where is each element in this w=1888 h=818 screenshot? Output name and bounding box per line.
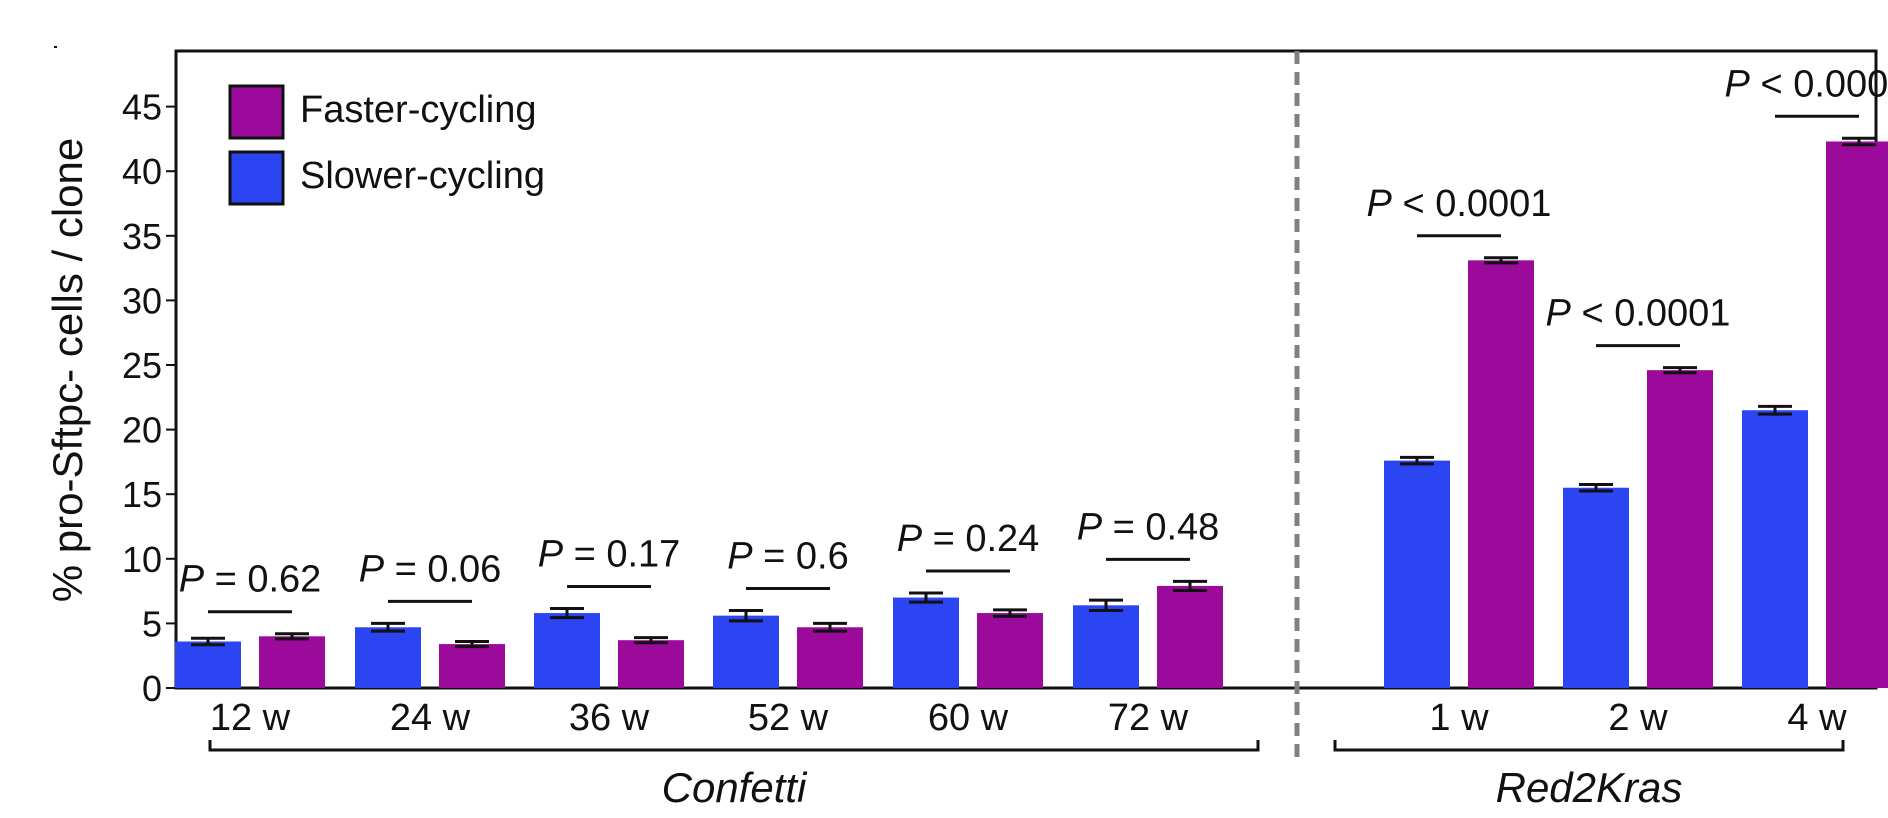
x-axis-labels: 12 w 24 w 36 w 52 w 60 w 72 w 1 w 2 w 4 w (210, 697, 1847, 739)
p-symbol: P (359, 548, 385, 590)
x-tick-label: 60 w (928, 697, 1009, 739)
p-value-text: < 0.0001 (1750, 63, 1888, 105)
bar-faster-cycling (259, 636, 325, 688)
x-tick-label: 1 w (1429, 697, 1489, 739)
bar-faster-cycling (618, 640, 684, 688)
p-value-text: = 0.62 (204, 559, 321, 601)
bar-faster-cycling (1157, 585, 1223, 688)
p-value-text: = 0.06 (384, 548, 501, 590)
y-tick-label: 5 (142, 603, 162, 644)
x-tick-label: 52 w (748, 697, 829, 739)
p-value-label: P < 0.0001 (1367, 183, 1552, 225)
bar-faster-cycling (1647, 370, 1713, 688)
p-value-label: P = 0.62 (179, 559, 322, 601)
p-value-label: P = 0.17 (538, 534, 681, 576)
bar-slower-cycling (355, 627, 421, 688)
y-tick-label: 20 (122, 410, 162, 451)
legend-label-slower-cycling: Slower-cycling (300, 155, 545, 197)
bar-faster-cycling (1468, 260, 1534, 688)
y-axis-ticks: 0 5 10 15 20 25 30 35 40 45 (122, 87, 176, 709)
bar-faster-cycling (977, 613, 1043, 688)
x-tick-label: 72 w (1108, 697, 1189, 739)
p-symbol: P (1725, 63, 1751, 105)
p-symbol: P (1367, 183, 1393, 225)
group-bracket (1333, 740, 1845, 752)
group-bracket (208, 740, 1260, 752)
bars-layer (175, 136, 1888, 688)
p-value-text: < 0.0001 (1571, 293, 1731, 335)
y-tick-label: 15 (122, 474, 162, 515)
p-value-text: = 0.6 (753, 535, 849, 577)
legend-swatch-faster-cycling (228, 84, 285, 140)
bar-slower-cycling (534, 613, 600, 688)
x-tick-label: 12 w (210, 697, 291, 739)
legend-label-faster-cycling: Faster-cycling (300, 89, 537, 131)
y-tick-label: 30 (122, 280, 162, 321)
p-value-text: = 0.48 (1102, 506, 1219, 548)
p-symbol: P (1546, 293, 1572, 335)
p-symbol: P (1077, 506, 1103, 548)
p-value-text: = 0.24 (922, 518, 1039, 560)
y-tick-label: 40 (122, 151, 162, 192)
y-tick-label: 25 (122, 345, 162, 386)
p-value-label: P = 0.24 (897, 518, 1040, 560)
p-value-label: P = 0.06 (359, 548, 502, 590)
p-value-label: P < 0.0001 (1725, 63, 1888, 105)
p-symbol: P (727, 535, 753, 577)
x-tick-label: 36 w (569, 697, 650, 739)
group-label: Confetti (662, 764, 808, 811)
bar-slower-cycling (1384, 460, 1450, 688)
bar-slower-cycling (1742, 410, 1808, 688)
y-tick-label: 10 (122, 539, 162, 580)
x-tick-label: 2 w (1608, 697, 1668, 739)
bar-slower-cycling (893, 597, 959, 688)
group-label: Red2Kras (1496, 764, 1683, 811)
bar-slower-cycling (175, 641, 241, 688)
y-axis-label: % pro-Sftpc- cells / clone (44, 138, 91, 603)
x-tick-label: 4 w (1787, 697, 1847, 739)
p-value-label: P = 0.6 (727, 535, 849, 577)
p-value-label: P < 0.0001 (1546, 293, 1731, 335)
bar-slower-cycling (1073, 605, 1139, 688)
p-value-text: = 0.17 (563, 534, 680, 576)
y-tick-label: 0 (142, 668, 162, 709)
y-tick-label: 35 (122, 216, 162, 257)
p-symbol: P (897, 518, 923, 560)
p-value-label: P = 0.48 (1077, 506, 1220, 548)
significance-annotations: P = 0.62 P = 0.06 P = 0.17 P = 0.6 P = 0.24 P… (179, 63, 1888, 614)
bar-faster-cycling (797, 627, 863, 688)
p-symbol: P (179, 559, 205, 601)
legend-swatch-slower-cycling (228, 150, 285, 206)
legend: Faster-cycling Slower-cycling (228, 84, 545, 206)
bar-faster-cycling (1826, 141, 1888, 688)
y-tick-label: 45 (122, 87, 162, 128)
bar-slower-cycling (1563, 487, 1629, 688)
x-tick-label: 24 w (390, 697, 471, 739)
p-symbol: P (538, 534, 564, 576)
p-value-text: < 0.0001 (1392, 183, 1552, 225)
bar-slower-cycling (713, 615, 779, 688)
bar-faster-cycling (439, 644, 505, 688)
group-brackets: Confetti Red2Kras (208, 740, 1845, 811)
